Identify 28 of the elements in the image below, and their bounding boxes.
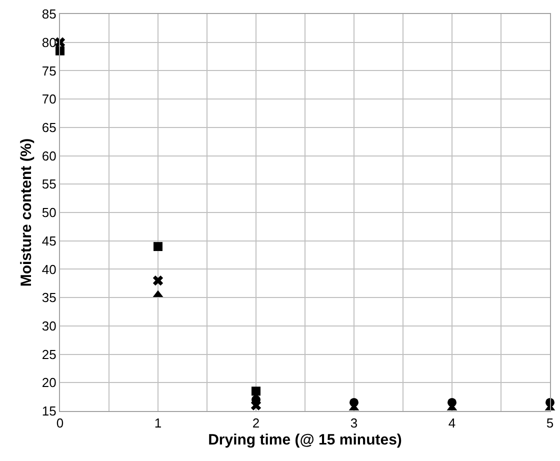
y-tick-label: 80 bbox=[42, 34, 56, 50]
y-tick-label: 25 bbox=[42, 346, 56, 362]
point bbox=[448, 398, 456, 407]
x-tick-label: 4 bbox=[448, 416, 456, 431]
y-tick-label: 55 bbox=[42, 176, 56, 192]
x-axis-title: Drying time (@ 15 minutes) bbox=[208, 432, 402, 449]
y-tick-label: 70 bbox=[42, 92, 56, 107]
point bbox=[252, 386, 260, 396]
y-tick-label: 60 bbox=[42, 148, 56, 164]
y-tick-label: 35 bbox=[42, 290, 56, 306]
x-tick-label: 2 bbox=[252, 416, 260, 431]
y-tick-label: 30 bbox=[42, 318, 56, 334]
y-tick-label: 20 bbox=[42, 375, 56, 390]
y-tick-label: 75 bbox=[42, 63, 56, 78]
x-tick-label: 1 bbox=[154, 416, 162, 431]
y-tick-label: 15 bbox=[42, 404, 56, 419]
y-axis-title: Moisture content (%) bbox=[18, 138, 36, 287]
y-tick-label: 45 bbox=[42, 233, 56, 248]
y-tick-label: 85 bbox=[42, 6, 56, 22]
x-tick-label: 3 bbox=[350, 416, 358, 431]
point bbox=[154, 242, 162, 252]
y-tick-label: 40 bbox=[42, 262, 56, 277]
x-tick-label: 5 bbox=[546, 416, 554, 431]
y-tick-label: 65 bbox=[42, 120, 56, 135]
x-tick-label: 0 bbox=[56, 416, 64, 431]
point bbox=[152, 275, 164, 286]
y-tick-label: 50 bbox=[42, 205, 56, 220]
point bbox=[350, 398, 358, 407]
